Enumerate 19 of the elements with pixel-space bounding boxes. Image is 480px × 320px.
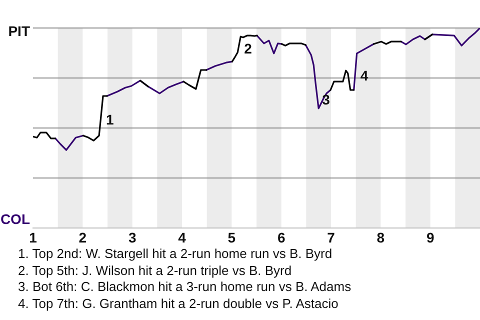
text: 4. Top 7th: G. Grantham hit a 2-run double vs P. Astacio [18,296,340,312]
annotation: 4 [360,67,368,84]
x-tick-label: 3 [128,229,136,246]
text: 2. Top 5th: J. Wilson hit a 2-run triple vs B. Byrd [18,262,293,279]
text: PIT [8,22,30,39]
x-tick-label: 8 [376,229,385,246]
x-tick-label: 9 [426,229,434,246]
text: 1. Top 2nd: W. Stargell hit a 2-run home run vs B. Byrd [18,246,334,262]
text: 3. Bot 6th: C. Blackmon hit a 3-run home run vs B. Adams [18,279,352,296]
annotation: 1 [106,112,114,128]
annotation: 3 [322,92,330,108]
x-tick-label: 6 [277,229,286,246]
x-tick-label: 7 [327,229,336,246]
x-tick-label: 2 [78,229,87,246]
annotation: 2 [244,40,252,56]
x-tick-label: 4 [178,229,186,246]
text: COL [0,210,30,227]
x-tick-label: 1 [29,229,38,246]
x-tick-label: 5 [228,229,236,246]
